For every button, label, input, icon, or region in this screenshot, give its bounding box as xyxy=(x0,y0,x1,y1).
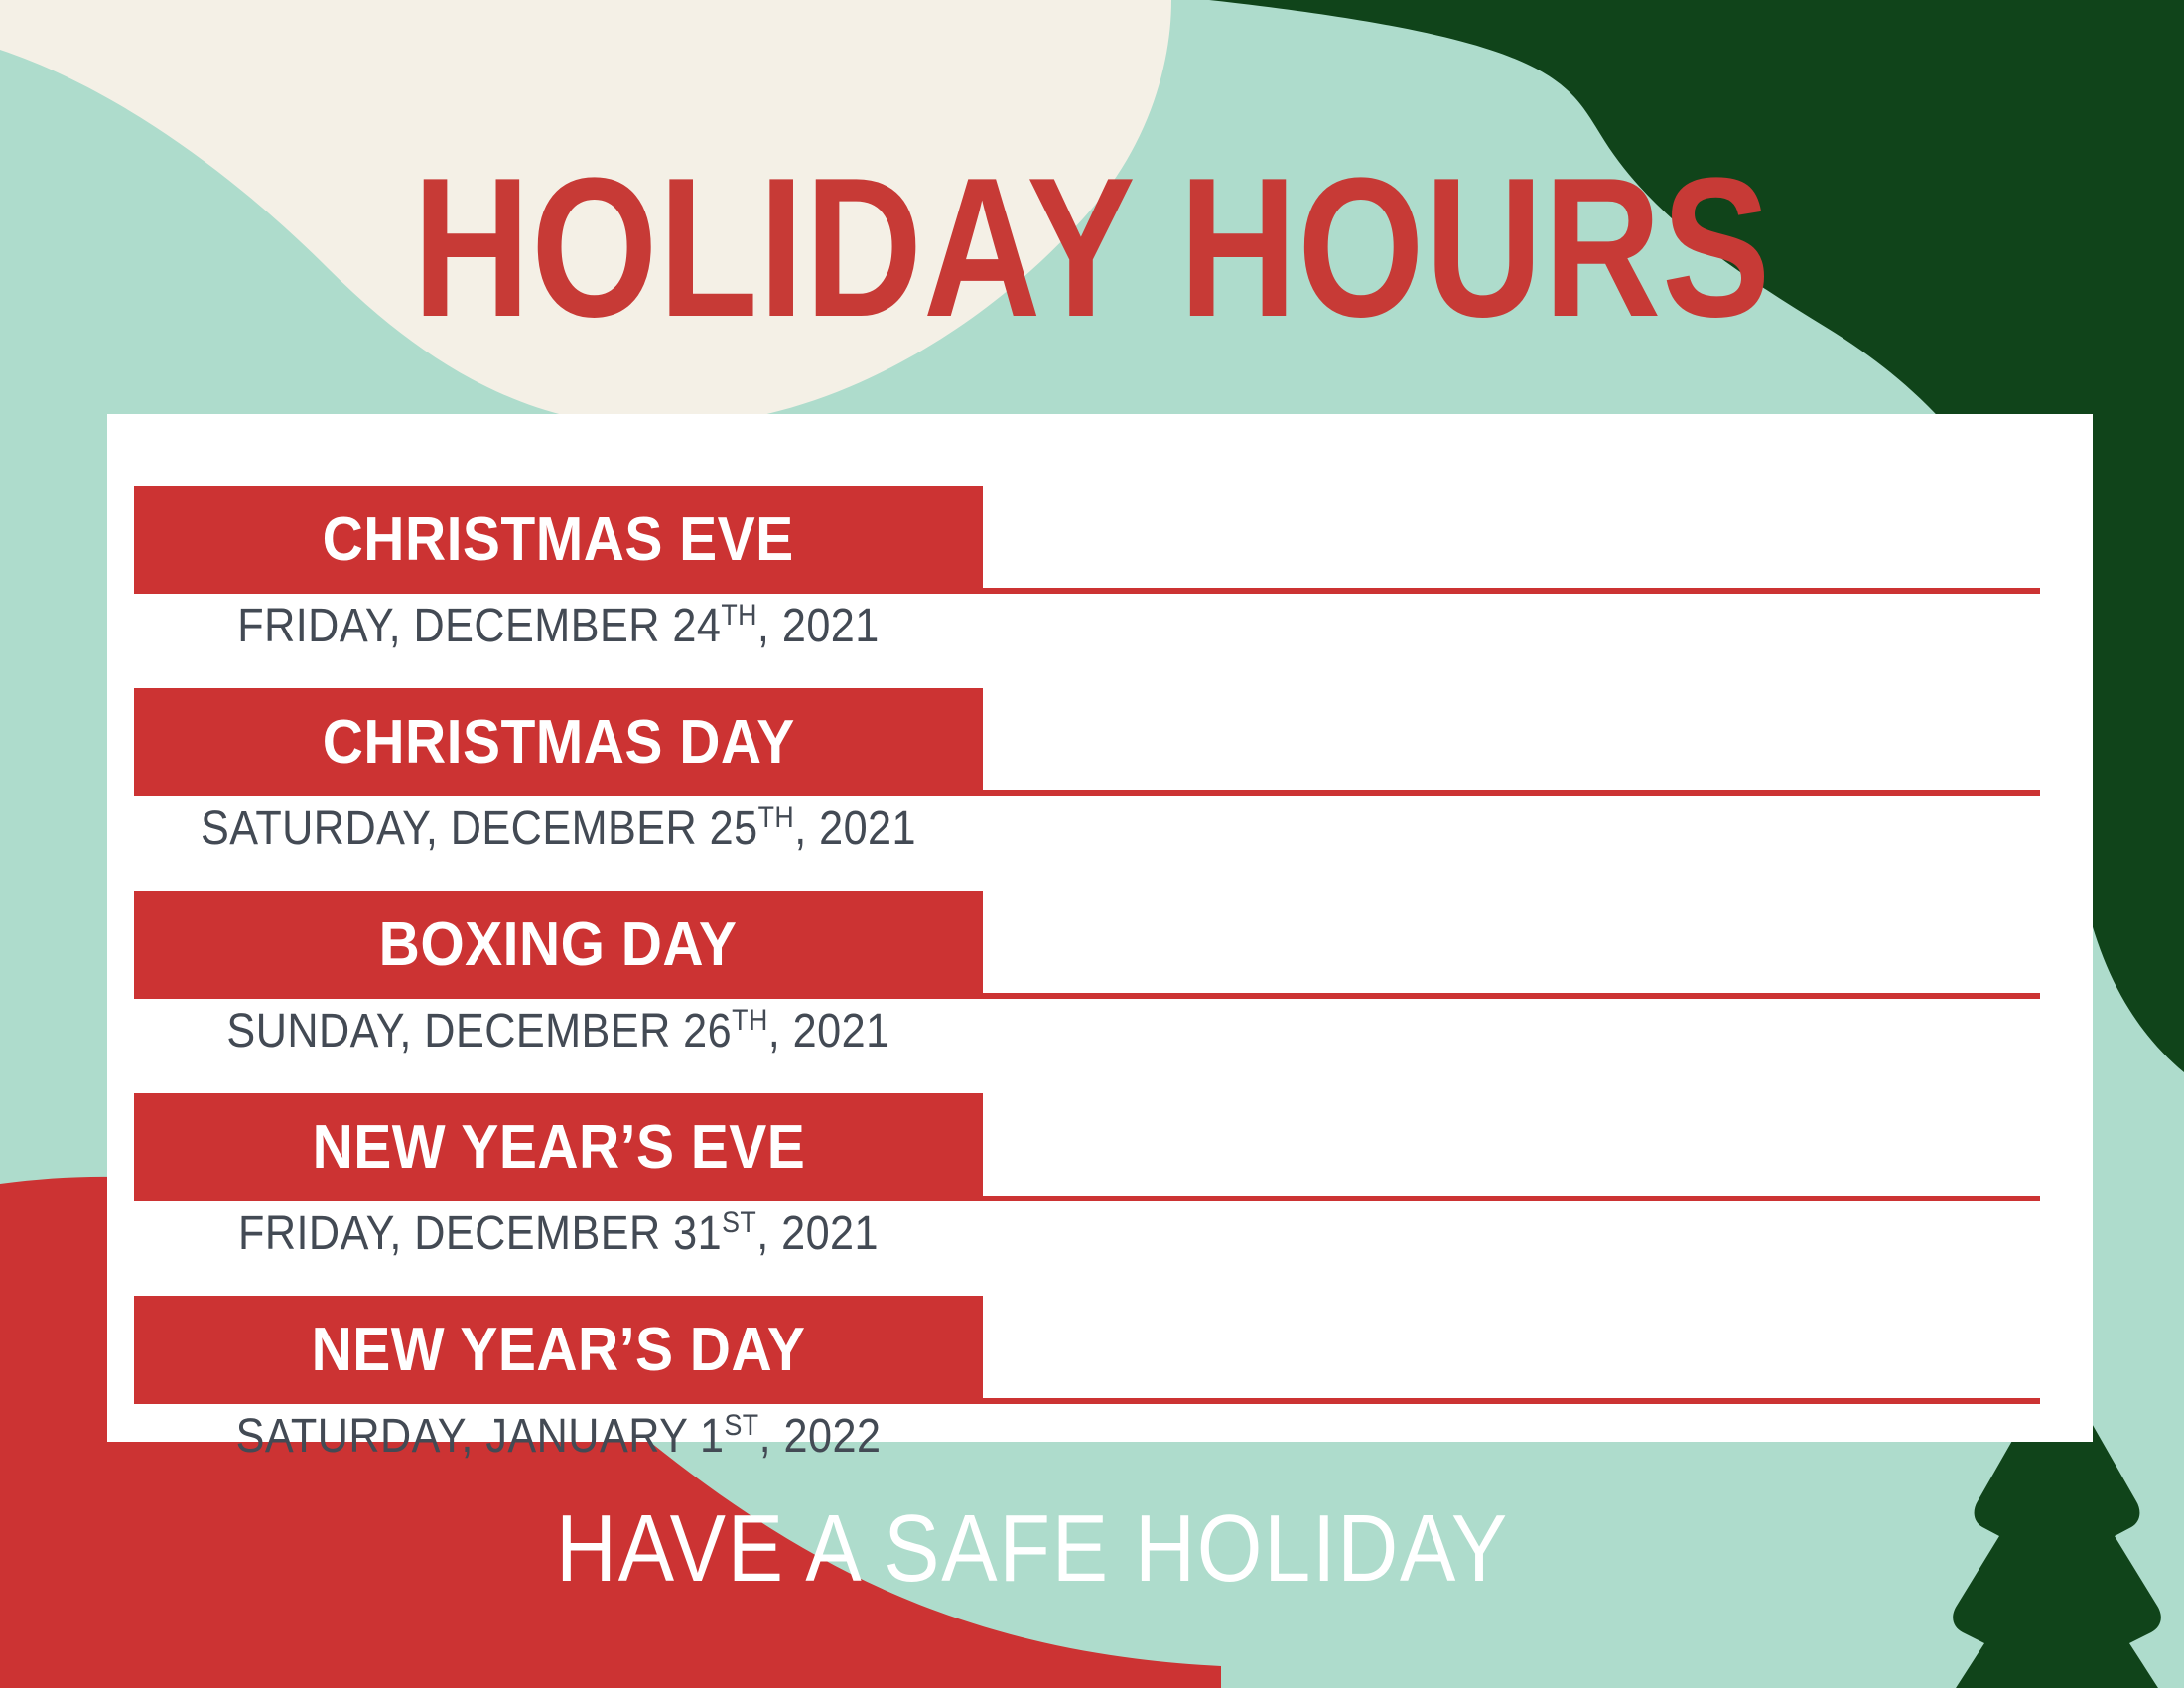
holiday-date-main: SUNDAY, DECEMBER 26 xyxy=(226,1005,733,1057)
holiday-date-year: , 2021 xyxy=(756,600,880,652)
hours-card: CHRISTMAS EVE FRIDAY, DECEMBER 24TH, 202… xyxy=(107,414,2093,1461)
hours-rule-line xyxy=(983,993,2040,999)
row-bar-wrap: NEW YEAR’S DAY xyxy=(107,1296,2093,1407)
holiday-date-main: SATURDAY, DECEMBER 25 xyxy=(200,802,758,855)
holiday-name-bar: NEW YEAR’S DAY xyxy=(134,1296,983,1404)
holiday-date-main: FRIDAY, DECEMBER 31 xyxy=(237,1207,723,1260)
holiday-date: SUNDAY, DECEMBER 26TH, 2021 xyxy=(177,1005,941,1057)
holiday-name: CHRISTMAS EVE xyxy=(322,504,795,574)
hours-rule-line xyxy=(983,790,2040,796)
holiday-name: NEW YEAR’S EVE xyxy=(312,1112,805,1182)
footer-message: HAVE A SAFE HOLIDAY xyxy=(556,1495,1509,1602)
holiday-name-bar: CHRISTMAS DAY xyxy=(134,688,983,796)
holiday-date-ordinal: TH xyxy=(757,801,795,834)
table-row: BOXING DAY SUNDAY, DECEMBER 26TH, 2021 xyxy=(107,891,2093,1055)
holiday-date: FRIDAY, DECEMBER 24TH, 2021 xyxy=(177,600,941,652)
christmas-tree-icon xyxy=(1953,1388,2161,1688)
holiday-date-ordinal: ST xyxy=(722,1206,757,1239)
holiday-date-ordinal: ST xyxy=(724,1409,759,1442)
row-bar-wrap: BOXING DAY xyxy=(107,891,2093,1002)
table-row: NEW YEAR’S DAY SATURDAY, JANUARY 1ST, 20… xyxy=(107,1296,2093,1461)
holiday-date-ordinal: TH xyxy=(732,1004,768,1037)
table-row: NEW YEAR’S EVE FRIDAY, DECEMBER 31ST, 20… xyxy=(107,1093,2093,1258)
holiday-name-bar: BOXING DAY xyxy=(134,891,983,999)
cream-blob xyxy=(0,0,1171,427)
holiday-date-main: FRIDAY, DECEMBER 24 xyxy=(237,600,722,652)
holiday-date-year: , 2021 xyxy=(767,1005,890,1057)
holiday-date: SATURDAY, DECEMBER 25TH, 2021 xyxy=(177,802,941,855)
table-row: CHRISTMAS DAY SATURDAY, DECEMBER 25TH, 2… xyxy=(107,688,2093,853)
dark-green-blob xyxy=(1209,0,2184,1072)
page-title: HOLIDAY HOURS xyxy=(412,137,1772,358)
holiday-name: NEW YEAR’S DAY xyxy=(311,1315,806,1384)
holiday-date-year: , 2021 xyxy=(756,1207,879,1260)
holiday-date: SATURDAY, JANUARY 1ST, 2022 xyxy=(177,1410,941,1463)
holiday-date-main: SATURDAY, JANUARY 1 xyxy=(235,1410,725,1463)
holiday-name-bar: NEW YEAR’S EVE xyxy=(134,1093,983,1201)
hours-rule-line xyxy=(983,588,2040,594)
holiday-date-ordinal: TH xyxy=(721,599,757,632)
hours-rule-line xyxy=(983,1398,2040,1404)
row-bar-wrap: CHRISTMAS DAY xyxy=(107,688,2093,799)
holiday-date-year: , 2021 xyxy=(794,802,917,855)
holiday-name: BOXING DAY xyxy=(379,910,738,979)
row-bar-wrap: NEW YEAR’S EVE xyxy=(107,1093,2093,1204)
holiday-name-bar: CHRISTMAS EVE xyxy=(134,486,983,594)
holiday-date-year: , 2022 xyxy=(758,1410,882,1463)
holiday-date: FRIDAY, DECEMBER 31ST, 2021 xyxy=(177,1207,941,1260)
row-bar-wrap: CHRISTMAS EVE xyxy=(107,486,2093,597)
hours-rule-line xyxy=(983,1196,2040,1201)
holiday-name: CHRISTMAS DAY xyxy=(322,707,795,776)
table-row: CHRISTMAS EVE FRIDAY, DECEMBER 24TH, 202… xyxy=(107,486,2093,650)
